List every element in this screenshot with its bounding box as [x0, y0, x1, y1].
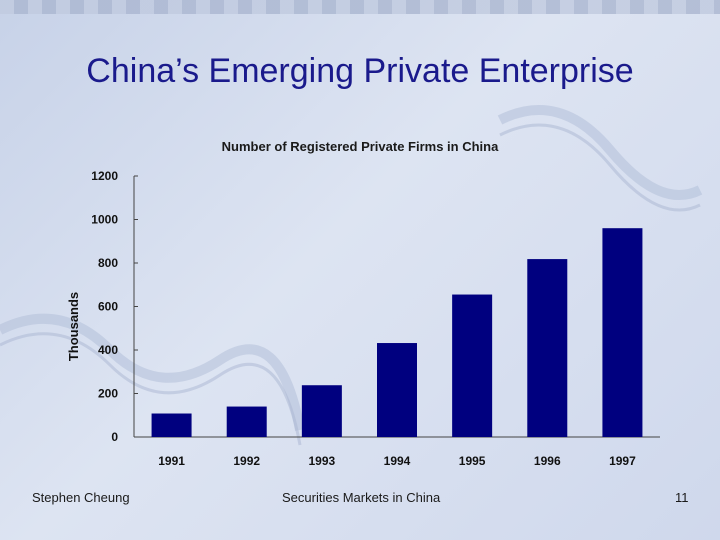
y-axis-title: Thousands	[66, 292, 81, 361]
bars	[151, 228, 643, 437]
y-tick-label: 0	[111, 430, 118, 444]
footer-presentation-title: Securities Markets in China	[282, 490, 441, 505]
top-decor-strip	[0, 0, 720, 14]
y-tick-label: 1000	[91, 213, 118, 227]
x-tick-label: 1994	[384, 454, 411, 468]
bar-1992	[226, 406, 267, 437]
y-tick-label: 600	[98, 300, 118, 314]
x-tick-label: 1996	[534, 454, 561, 468]
bar-1993	[301, 385, 342, 437]
y-tick-label: 1200	[91, 169, 118, 183]
y-tick-label: 200	[98, 387, 118, 401]
bar-1991	[151, 413, 192, 437]
y-axis: 0 200 400 600 800 1000 1200	[91, 169, 138, 444]
footer-page-number: 11	[675, 490, 689, 505]
x-tick-label: 1997	[609, 454, 636, 468]
bar-1995	[452, 294, 493, 437]
y-tick-label: 800	[98, 256, 118, 270]
x-tick-label: 1992	[233, 454, 260, 468]
footer-author: Stephen Cheung	[32, 490, 130, 505]
chart-title: Number of Registered Private Firms in Ch…	[221, 139, 499, 154]
x-tick-label: 1993	[309, 454, 336, 468]
x-tick-label: 1991	[158, 454, 185, 468]
bar-1997	[602, 228, 643, 437]
x-axis: 1991 1992 1993 1994 1995 1996 1997	[134, 436, 660, 468]
y-tick-label: 400	[98, 343, 118, 357]
bar-1994	[377, 343, 417, 437]
slide-title: China’s Emerging Private Enterprise	[86, 52, 634, 90]
bar-1996	[527, 259, 568, 437]
x-tick-label: 1995	[459, 454, 486, 468]
